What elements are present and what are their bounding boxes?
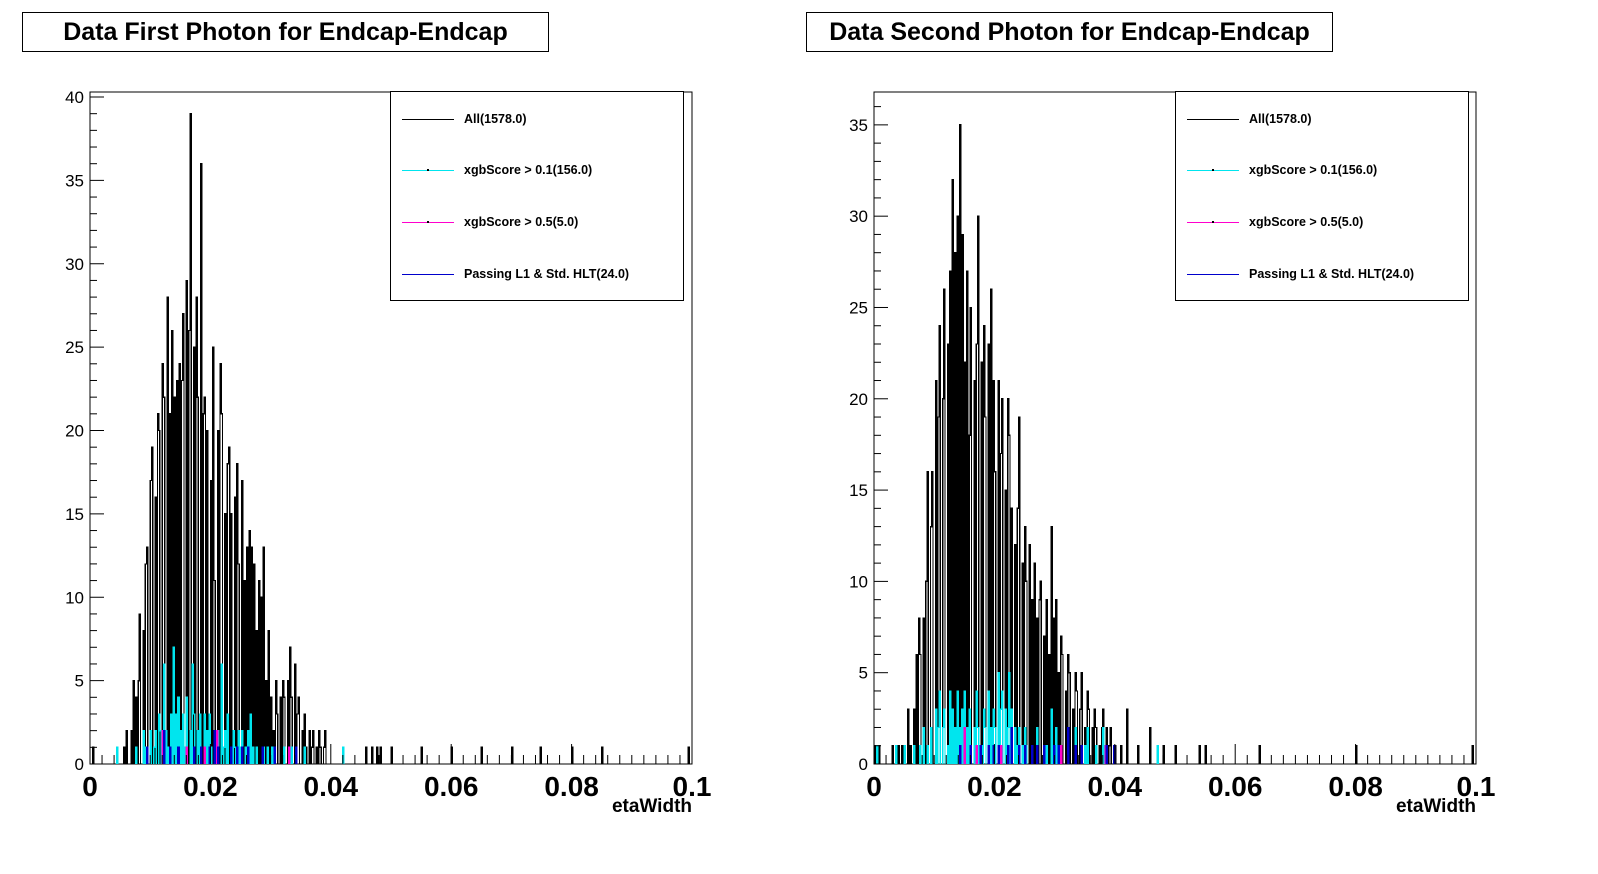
legend-second: All(1578.0) xgbScore > 0.1(156.0) xgbSco… <box>1175 91 1469 301</box>
x-tick-label: 0 <box>82 771 98 802</box>
legend-item-xgb05: xgbScore > 0.5(5.0) <box>1176 213 1468 233</box>
x-tick-label: 0.1 <box>1457 771 1496 802</box>
x-tick-label: 0.02 <box>183 771 238 802</box>
y-tick-label: 5 <box>75 672 84 691</box>
y-tick-label: 10 <box>65 588 84 607</box>
chart-title-first: Data First Photon for Endcap-Endcap <box>22 12 549 52</box>
chart-second-photon: 0 5 10 15 20 25 30 35 0 0.02 0.04 0.06 0.08 0.1etaWid… <box>849 91 1496 817</box>
y-tick-label: 5 <box>859 664 868 683</box>
legend-label-xgb01: xgbScore > 0.1(156.0) <box>464 163 593 177</box>
y-tick-label: 30 <box>65 255 84 274</box>
legend-item-xgb05: xgbScore > 0.5(5.0) <box>391 213 683 233</box>
y-tick-label: 15 <box>65 505 84 524</box>
x-tick-label: 0.06 <box>1208 771 1263 802</box>
x-tick-label: 0.1 <box>673 771 712 802</box>
legend-label-all: All(1578.0) <box>464 112 527 126</box>
right-pad: 0 5 10 15 20 25 30 35 0 0.02 0.04 0.06 0.08 0.1 etaWid… <box>799 0 1598 874</box>
legend-label-all: All(1578.0) <box>1249 112 1312 126</box>
y-tick-label: 15 <box>849 481 868 500</box>
legend-label-xgb05: xgbScore > 0.5(5.0) <box>1249 215 1364 229</box>
legend-first: All(1578.0) xgbScore > 0.1(156.0) xgbSco… <box>390 91 684 301</box>
hist-hlt <box>145 730 298 764</box>
legend-line-all <box>402 119 454 120</box>
y-tick-label: 0 <box>859 755 868 774</box>
x-tick-label: 0.04 <box>304 771 359 802</box>
x-tick-label: 0.08 <box>544 771 599 802</box>
x-axis-title: etaWidth <box>1396 796 1476 817</box>
legend-label-xgb01: xgbScore > 0.1(156.0) <box>1249 163 1378 177</box>
left-pad: 0 5 10 15 20 25 30 35 40 0 0.02 0.04 0.06 0.08 0.1 etaW… <box>22 12 712 817</box>
hist-hlt <box>958 726 1116 764</box>
legend-item-xgb01: xgbScore > 0.1(156.0) <box>391 161 683 181</box>
y-tick-label: 25 <box>65 338 84 357</box>
legend-marker-xgb01 <box>427 169 429 171</box>
y-tick-label: 25 <box>849 298 868 317</box>
legend-label-hlt: Passing L1 & Std. HLT(24.0) <box>1249 267 1415 281</box>
legend-label-hlt: Passing L1 & Std. HLT(24.0) <box>464 267 630 281</box>
x-tick-label: 0 <box>866 771 882 802</box>
y-tick-label: 0 <box>75 755 84 774</box>
hist-xgb05 <box>963 726 1108 764</box>
legend-marker-xgb05 <box>1212 221 1214 223</box>
legend-item-hlt: Passing L1 & Std. HLT(24.0) <box>1176 265 1468 285</box>
y-tick-label: 30 <box>849 207 868 226</box>
legend-item-all: All(1578.0) <box>1176 110 1468 130</box>
y-tick-label: 20 <box>65 422 84 441</box>
legend-marker-xgb01 <box>1212 169 1214 171</box>
y-tick-label: 40 <box>65 88 84 107</box>
y-tick-label: 20 <box>849 390 868 409</box>
legend-line-hlt <box>1187 274 1239 275</box>
legend-item-all: All(1578.0) <box>391 110 683 130</box>
chart-title-second: Data Second Photon for Endcap-Endcap <box>806 12 1333 52</box>
legend-item-xgb01: xgbScore > 0.1(156.0) <box>1176 161 1468 181</box>
y-tick-label: 10 <box>849 572 868 591</box>
legend-line-all <box>1187 119 1239 120</box>
legend-line-hlt <box>402 274 454 275</box>
legend-label-xgb05: xgbScore > 0.5(5.0) <box>464 215 579 229</box>
x-axis-title: etaWidth <box>612 796 692 817</box>
legend-item-hlt: Passing L1 & Std. HLT(24.0) <box>391 265 683 285</box>
x-tick-label: 0.04 <box>1088 771 1143 802</box>
chart-first-photon: 0 5 10 15 20 25 30 35 40 0 0.02 0.04 0.06 0.08 0.1etaW… <box>65 88 712 817</box>
legend-marker-xgb05 <box>427 221 429 223</box>
y-tick-label: 35 <box>65 171 84 190</box>
x-tick-label: 0.02 <box>967 771 1022 802</box>
y-tick-label: 35 <box>849 116 868 135</box>
x-tick-label: 0.08 <box>1328 771 1383 802</box>
x-tick-label: 0.06 <box>424 771 479 802</box>
